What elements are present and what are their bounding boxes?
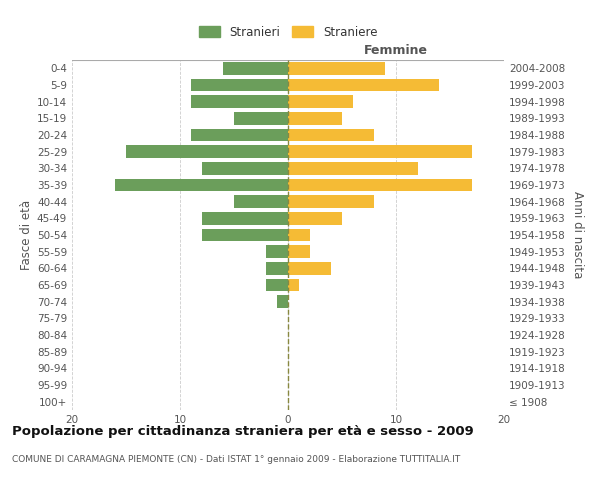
Bar xyxy=(288,212,342,224)
Bar xyxy=(288,62,385,74)
Bar xyxy=(115,179,288,191)
Bar xyxy=(288,262,331,274)
Bar xyxy=(202,212,288,224)
Bar xyxy=(288,196,374,208)
Bar xyxy=(234,112,288,124)
Bar xyxy=(288,246,310,258)
Bar xyxy=(288,78,439,91)
Bar xyxy=(202,229,288,241)
Bar xyxy=(288,96,353,108)
Text: Popolazione per cittadinanza straniera per età e sesso - 2009: Popolazione per cittadinanza straniera p… xyxy=(12,425,474,438)
Bar xyxy=(202,162,288,174)
Text: COMUNE DI CARAMAGNA PIEMONTE (CN) - Dati ISTAT 1° gennaio 2009 - Elaborazione TU: COMUNE DI CARAMAGNA PIEMONTE (CN) - Dati… xyxy=(12,455,460,464)
Bar xyxy=(266,279,288,291)
Bar xyxy=(266,262,288,274)
Y-axis label: Anni di nascita: Anni di nascita xyxy=(571,192,584,278)
Y-axis label: Fasce di età: Fasce di età xyxy=(20,200,33,270)
Bar xyxy=(223,62,288,74)
Bar xyxy=(191,96,288,108)
Bar xyxy=(288,112,342,124)
Bar xyxy=(191,78,288,91)
Bar xyxy=(126,146,288,158)
Bar xyxy=(277,296,288,308)
Bar xyxy=(266,246,288,258)
Text: Femmine: Femmine xyxy=(364,44,428,57)
Bar xyxy=(288,279,299,291)
Bar xyxy=(191,128,288,141)
Bar xyxy=(288,162,418,174)
Legend: Stranieri, Straniere: Stranieri, Straniere xyxy=(194,21,382,44)
Bar xyxy=(288,229,310,241)
Bar xyxy=(288,128,374,141)
Bar xyxy=(288,146,472,158)
Bar xyxy=(288,179,472,191)
Bar xyxy=(234,196,288,208)
